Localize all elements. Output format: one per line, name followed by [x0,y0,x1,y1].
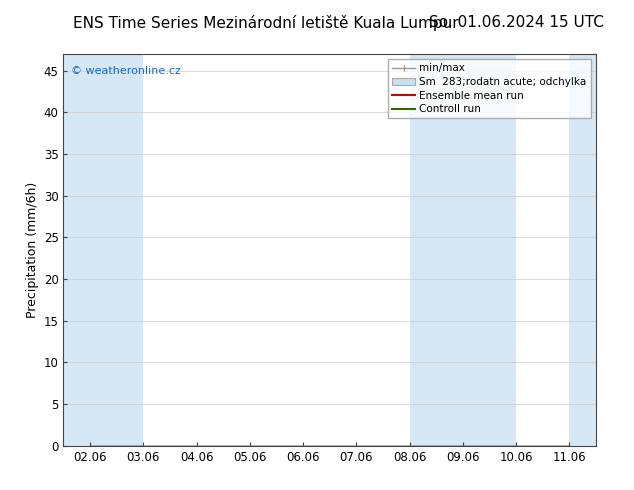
Bar [63,54,143,446]
Legend: min/max, Sm  283;rodatn acute; odchylka, Ensemble mean run, Controll run: min/max, Sm 283;rodatn acute; odchylka, … [388,59,591,119]
Text: ENS Time Series Mezinárodní letiště Kuala Lumpur: ENS Time Series Mezinárodní letiště Kual… [73,15,458,31]
Y-axis label: Precipitation (mm/6h): Precipitation (mm/6h) [27,182,39,318]
Bar [410,54,516,446]
Text: So. 01.06.2024 15 UTC: So. 01.06.2024 15 UTC [429,15,604,30]
Text: © weatheronline.cz: © weatheronline.cz [72,66,181,75]
Bar [569,54,596,446]
